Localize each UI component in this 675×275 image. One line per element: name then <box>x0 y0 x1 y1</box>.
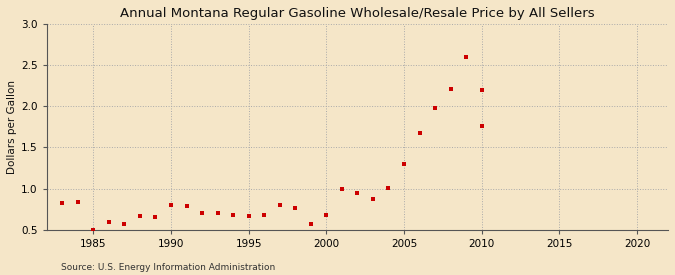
Point <box>57 200 68 205</box>
Point <box>88 228 99 232</box>
Point <box>399 162 410 166</box>
Point <box>274 203 285 207</box>
Point <box>477 124 487 128</box>
Point <box>290 205 300 210</box>
Point <box>336 187 347 192</box>
Point <box>243 214 254 218</box>
Point <box>368 197 379 202</box>
Point <box>119 222 130 226</box>
Point <box>259 213 269 217</box>
Point <box>196 211 207 216</box>
Point <box>352 191 362 195</box>
Point <box>181 204 192 208</box>
Text: Source: U.S. Energy Information Administration: Source: U.S. Energy Information Administ… <box>61 263 275 272</box>
Point <box>383 186 394 190</box>
Title: Annual Montana Regular Gasoline Wholesale/Resale Price by All Sellers: Annual Montana Regular Gasoline Wholesal… <box>120 7 595 20</box>
Point <box>446 87 456 91</box>
Point <box>150 215 161 220</box>
Point <box>414 130 425 135</box>
Point <box>103 219 114 224</box>
Point <box>134 214 145 218</box>
Point <box>321 213 331 217</box>
Point <box>212 211 223 216</box>
Point <box>477 87 487 92</box>
Point <box>305 222 316 226</box>
Point <box>430 106 441 110</box>
Point <box>461 55 472 59</box>
Point <box>165 203 176 207</box>
Y-axis label: Dollars per Gallon: Dollars per Gallon <box>7 80 17 174</box>
Point <box>72 200 83 204</box>
Point <box>227 213 238 217</box>
